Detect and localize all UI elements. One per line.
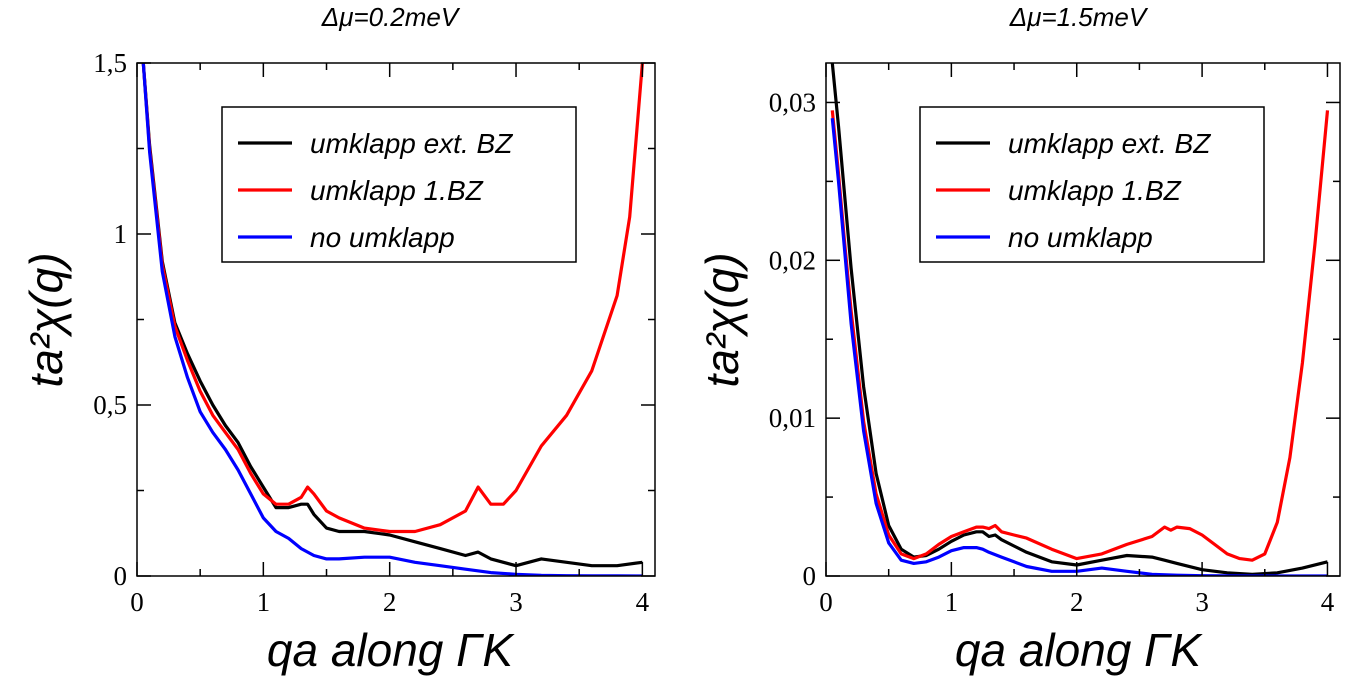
panel-left-x-tick-label: 0 <box>130 587 144 617</box>
panel-left-x-axis-label: qa along ΓK <box>267 624 516 676</box>
panel-right-plot-area: 0 1 2 3 4 0 0,01 0,02 0,03 umklapp ext. BZ umklapp… <box>769 62 1341 617</box>
panel-right-legend-label-no-umklapp: no umklapp <box>1008 222 1153 253</box>
panel-right-x-axis-label: qa along ΓK <box>955 624 1204 676</box>
panel-left-x-tick-label: 2 <box>383 587 397 617</box>
panel-right-legend-label-umklapp-1-bz: umklapp 1.BZ <box>1008 175 1182 206</box>
panel-left-legend-label-umklapp-1-bz: umklapp 1.BZ <box>310 175 484 206</box>
panel-left-plot-area: 0 1 2 3 4 0 0,5 1 1,5 umklapp ext. BZ umklapp 1.BZ… <box>93 48 656 617</box>
panel-right-legend-label-umklapp-ext-bz: umklapp ext. BZ <box>1008 128 1211 159</box>
panel-left-title: Δμ=0.2meV <box>321 2 461 32</box>
panel-right-x-tick-label: 3 <box>1195 587 1209 617</box>
panel-right-y-axis-label: ta²χ(q) <box>696 252 748 387</box>
panel-left-y-axis-label: ta²χ(q) <box>20 252 72 387</box>
panel-right-x-tick-label: 1 <box>945 587 959 617</box>
panel-left-y-tick-label: 1,5 <box>93 48 127 78</box>
panel-right-y-tick-label: 0,02 <box>769 245 816 275</box>
panel-left-legend-label-no-umklapp: no umklapp <box>310 222 455 253</box>
panel-left-series-umklapp-1-bz <box>141 62 644 534</box>
panel-right-x-tick-label: 0 <box>819 587 833 617</box>
panel-left-x-tick-label: 1 <box>257 587 271 617</box>
panel-right-series-umklapp-ext-bz <box>830 62 1328 576</box>
panel-left-y-tick-label: 0 <box>114 561 128 591</box>
panel-right-x-tick-label: 4 <box>1321 587 1335 617</box>
panel-left-legend-label-umklapp-ext-bz: umklapp ext. BZ <box>310 128 513 159</box>
panel-right-y-tick-label: 0,03 <box>769 87 816 117</box>
panel-right-series-umklapp-1-bz <box>830 110 1330 562</box>
panel-right-x-tick-label: 2 <box>1070 587 1084 617</box>
panel-right-frame <box>825 62 1341 577</box>
panel-left-y-tick-label: 1 <box>114 219 128 249</box>
panel-right-title: Δμ=1.5meV <box>1009 2 1149 32</box>
panel-left-x-tick-label: 3 <box>509 587 523 617</box>
panel-right-y-tick-label: 0,01 <box>769 403 816 433</box>
panel-right: Δμ=1.5meV ta²χ(q) qa along ΓK 0 1 2 3 4 0 0,01… <box>696 2 1341 676</box>
panel-left: Δμ=0.2meV ta²χ(q) qa along ΓK 0 1 2 3 4 0 0,5 1… <box>20 2 656 676</box>
panel-right-y-tick-label: 0 <box>803 561 817 591</box>
panel-left-x-tick-label: 4 <box>636 587 650 617</box>
panel-left-y-tick-label: 0,5 <box>93 390 127 420</box>
panel-left-series-no-umklapp <box>141 62 643 576</box>
